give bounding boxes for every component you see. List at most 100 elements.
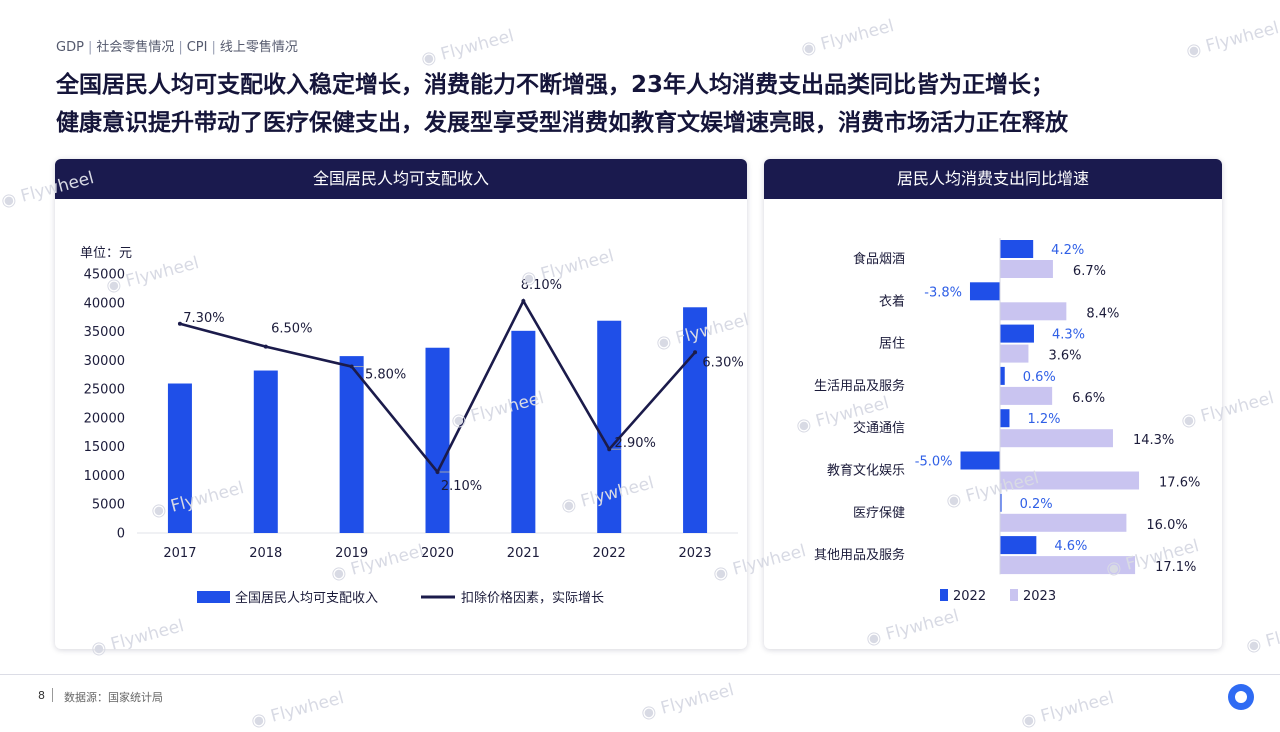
label-2023: 6.7% xyxy=(1073,264,1106,279)
income-bar xyxy=(597,320,622,533)
growth-data-label: 6.50% xyxy=(271,322,312,337)
legend-2022-label: 2022 xyxy=(953,589,986,604)
income-chart-panel: 全国居民人均可支配收入 单位：元 45000 40000 35000 30000 2500… xyxy=(55,159,747,649)
income-bar xyxy=(511,330,536,533)
breadcrumb-separator: | xyxy=(211,40,216,55)
growth-data-label: 2.90% xyxy=(615,436,656,451)
label-2023: 6.6% xyxy=(1072,391,1105,406)
category-label: 食品烟酒 xyxy=(853,251,905,267)
legend-2023-swatch xyxy=(1010,589,1018,601)
income-unit-label: 单位：元 xyxy=(80,246,132,261)
legend-bar-swatch xyxy=(197,591,230,603)
y-tick-label: 25000 xyxy=(84,383,125,398)
watermark-logo: ◉ Flywheel xyxy=(639,680,737,724)
bar-2022 xyxy=(1000,366,1005,385)
category-label: 其他用品及服务 xyxy=(814,547,905,563)
x-tick-label: 2023 xyxy=(679,546,712,561)
income-bar xyxy=(253,370,278,533)
label-2022: 1.2% xyxy=(1027,412,1060,427)
footer-divider xyxy=(0,674,1280,675)
bar-2022 xyxy=(969,282,1000,301)
x-tick-label: 2020 xyxy=(421,546,454,561)
bar-2022 xyxy=(1000,240,1034,258)
growth-data-label: 7.30% xyxy=(183,311,224,326)
flywheel-logo-icon xyxy=(1228,684,1254,710)
watermark-logo: ◉ Flywheel xyxy=(1244,613,1280,657)
breadcrumb-separator: | xyxy=(178,40,183,55)
breadcrumb-gdp[interactable]: GDP xyxy=(56,40,84,55)
bar-2022 xyxy=(960,451,1000,470)
income-bar xyxy=(339,356,364,533)
watermark-logo: ◉ Flywheel xyxy=(1019,688,1117,732)
income-bar xyxy=(425,347,450,533)
bar-2023 xyxy=(1000,344,1029,363)
bar-2022 xyxy=(1000,324,1034,343)
consumption-chart-panel: 居民人均消费支出同比增速 食品烟酒 4.2% 6.7% 衣着 -3.8% 8.4% 居住 4.… xyxy=(764,159,1222,649)
growth-point xyxy=(607,447,612,452)
page-number: 8 xyxy=(38,689,45,702)
label-2022: 0.6% xyxy=(1023,370,1056,385)
label-2023: 8.4% xyxy=(1086,306,1119,321)
watermark-logo: ◉ Flywheel xyxy=(799,16,897,60)
y-tick-label: 45000 xyxy=(84,268,125,283)
growth-data-label: 8.10% xyxy=(521,278,562,293)
category-label: 医疗保健 xyxy=(853,506,905,521)
income-chart: 单位：元 45000 40000 35000 30000 25000 20000 15000 1… xyxy=(80,246,744,606)
breadcrumb-cpi[interactable]: CPI xyxy=(186,40,208,55)
category-label: 生活用品及服务 xyxy=(814,378,905,394)
growth-point xyxy=(693,350,698,355)
growth-point xyxy=(349,364,354,369)
category-label: 衣着 xyxy=(879,293,905,309)
bar-2023 xyxy=(1000,556,1136,575)
x-tick-label: 2022 xyxy=(593,546,626,561)
x-tick-label: 2018 xyxy=(249,546,282,561)
label-2022: -3.8% xyxy=(924,285,962,300)
headline-line-2: 健康意识提升带动了医疗保健支出，发展型享受型消费如教育文娱增速亮眼，消费市场活力… xyxy=(56,110,1068,136)
growth-data-label: 5.80% xyxy=(365,368,406,383)
breadcrumb: GDP | 社会零售情况 | CPI | 线上零售情况 xyxy=(56,36,298,55)
x-tick-label: 2017 xyxy=(163,546,196,561)
category-label: 教育文化娱乐 xyxy=(827,463,905,479)
watermark-logo: ◉ Flywheel xyxy=(1184,18,1280,62)
bar-2023 xyxy=(1000,429,1113,448)
breadcrumb-separator: | xyxy=(87,40,93,55)
label-2022: -5.0% xyxy=(915,455,953,470)
consumption-chart-title: 居民人均消费支出同比增速 xyxy=(764,159,1222,199)
bar-2022 xyxy=(1000,536,1037,555)
breadcrumb-retail[interactable]: 社会零售情况 xyxy=(96,40,175,55)
legend-2022-swatch xyxy=(940,589,948,601)
y-tick-label: 15000 xyxy=(84,440,125,455)
breadcrumb-online-retail[interactable]: 线上零售情况 xyxy=(219,40,298,55)
legend-bar-label: 全国居民人均可支配收入 xyxy=(235,590,378,606)
bar-2023 xyxy=(1000,513,1127,532)
growth-data-label: 2.10% xyxy=(441,479,482,494)
x-tick-label: 2019 xyxy=(335,546,368,561)
y-tick-label: 30000 xyxy=(84,354,125,369)
label-2022: 4.6% xyxy=(1054,539,1087,554)
label-2022: 0.2% xyxy=(1020,497,1053,512)
label-2023: 17.1% xyxy=(1155,560,1196,575)
category-label: 居住 xyxy=(879,337,905,352)
income-bar xyxy=(683,307,708,533)
bar-2022 xyxy=(1000,493,1002,512)
label-2023: 3.6% xyxy=(1048,349,1081,364)
watermark-logo: ◉ Flywheel xyxy=(249,688,347,732)
y-tick-label: 10000 xyxy=(84,469,125,484)
label-2023: 16.0% xyxy=(1146,518,1187,533)
income-chart-title: 全国居民人均可支配收入 xyxy=(55,159,747,199)
growth-point xyxy=(263,344,268,349)
y-tick-label: 5000 xyxy=(92,498,125,513)
bar-2023 xyxy=(1000,260,1053,278)
x-tick-label: 2021 xyxy=(507,546,540,561)
data-source: 数据源：国家统计局 xyxy=(64,691,163,704)
bar-2023 xyxy=(1000,302,1067,321)
label-2023: 14.3% xyxy=(1133,433,1174,448)
growth-data-label: 6.30% xyxy=(702,355,743,370)
y-tick-label: 20000 xyxy=(84,411,125,426)
growth-point xyxy=(521,299,526,303)
y-tick-label: 0 xyxy=(117,527,125,542)
bar-2023 xyxy=(1000,386,1053,405)
legend-line-label: 扣除价格因素，实际增长 xyxy=(461,590,604,606)
income-bar xyxy=(167,383,192,533)
watermark-logo: ◉ Flywheel xyxy=(419,26,517,70)
